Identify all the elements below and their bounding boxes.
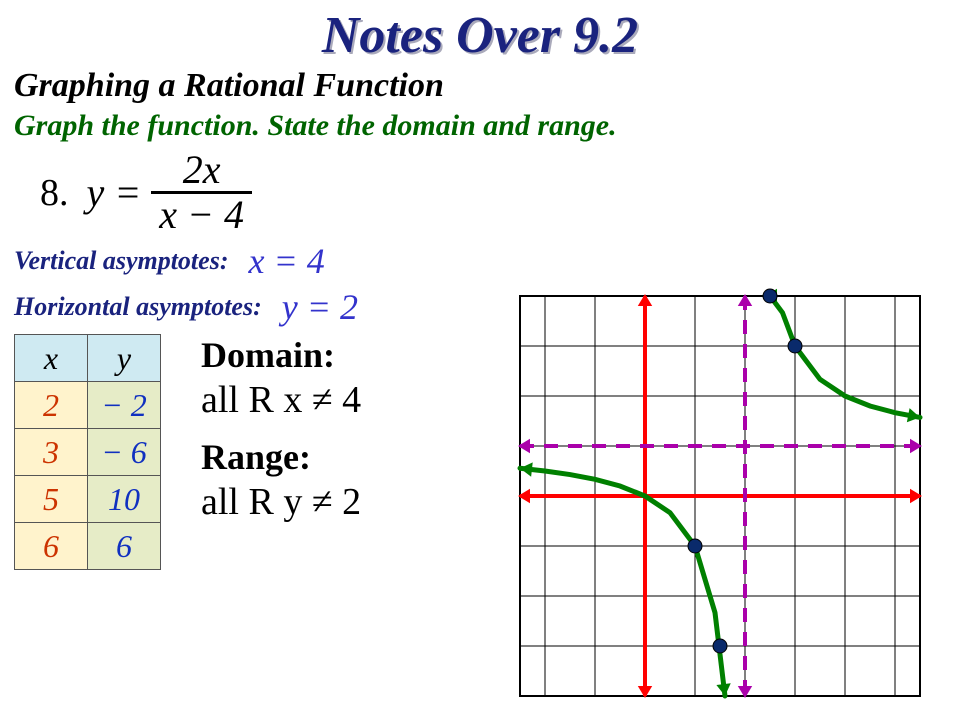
horizontal-asymptote-label: Horizontal asymptotes: [14, 292, 262, 322]
equation-lhs: y = [87, 169, 142, 216]
range-label: Range: [201, 436, 361, 478]
table-row: 510 [15, 476, 161, 523]
table-row: 3− 6 [15, 429, 161, 476]
domain-range-block: Domain: all R x ≠ 4 Range: all R y ≠ 2 [201, 334, 361, 538]
equation: 8. y = 2x x − 4 [40, 149, 960, 236]
equation-denominator: x − 4 [151, 194, 252, 236]
equation-fraction: 2x x − 4 [151, 149, 252, 236]
instruction: Graph the function. State the domain and… [14, 109, 960, 143]
table-row: 2− 2 [15, 382, 161, 429]
table-header-x: x [15, 335, 88, 382]
xy-table: x y 2− 2 3− 6 510 66 [14, 334, 161, 570]
domain-expr: all R x ≠ 4 [201, 378, 361, 422]
subtitle: Graphing a Rational Function [14, 67, 960, 105]
vertical-asymptote-label: Vertical asymptotes: [14, 246, 228, 276]
equation-numerator: 2x [151, 149, 252, 194]
graph [510, 286, 930, 706]
graph-svg [510, 286, 930, 706]
table-header-y: y [88, 335, 161, 382]
range-expr: all R y ≠ 2 [201, 480, 361, 524]
domain-label: Domain: [201, 334, 361, 376]
problem-number: 8. [40, 171, 69, 215]
horizontal-asymptote-value: y = 2 [282, 286, 358, 328]
page-title: Notes Over 9.2 [0, 6, 960, 65]
vertical-asymptote-value: x = 4 [248, 240, 324, 282]
table-row: 66 [15, 523, 161, 570]
